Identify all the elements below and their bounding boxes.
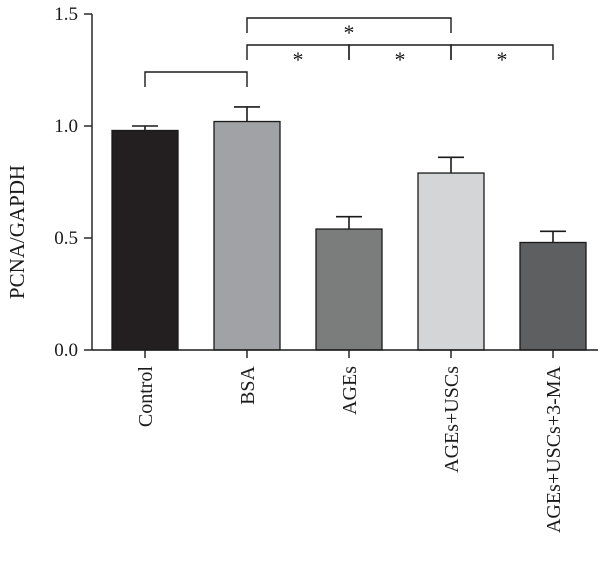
- x-axis: Control BSA AGEs AGEs+USCs AGEs+USCs+3-MA: [92, 349, 598, 533]
- bar-2: [315, 228, 383, 351]
- y-axis-title: PCNA/GAPDH: [5, 165, 29, 299]
- bar-4: [519, 241, 587, 351]
- x-tick-label: AGEs+USCs+3-MA: [543, 365, 565, 533]
- significance-label: *: [497, 47, 508, 72]
- bar-1: [213, 120, 281, 351]
- y-tick-label: 0.5: [54, 228, 78, 249]
- y-tick-label: 1.0: [54, 116, 78, 137]
- bar-3: [417, 172, 485, 351]
- significance-label: *: [395, 47, 406, 72]
- y-axis: 0.0 0.5 1.0 1.5: [54, 4, 93, 361]
- significance-bracket: [450, 44, 554, 60]
- x-tick-label: AGEs: [339, 366, 361, 415]
- significance-label: *: [344, 20, 355, 45]
- y-tick-label: 0.0: [54, 340, 78, 361]
- significance-bracket: [144, 71, 248, 87]
- y-tick-label: 1.5: [54, 4, 78, 25]
- bars: [111, 106, 587, 351]
- x-tick-label: Control: [135, 366, 157, 428]
- x-tick-label: BSA: [237, 365, 259, 404]
- significance-bracket: [246, 17, 452, 33]
- bar-0: [111, 129, 179, 351]
- x-tick-label: AGEs+USCs: [441, 366, 463, 473]
- significance-label: *: [293, 47, 304, 72]
- significance-brackets: * * * *: [144, 17, 554, 87]
